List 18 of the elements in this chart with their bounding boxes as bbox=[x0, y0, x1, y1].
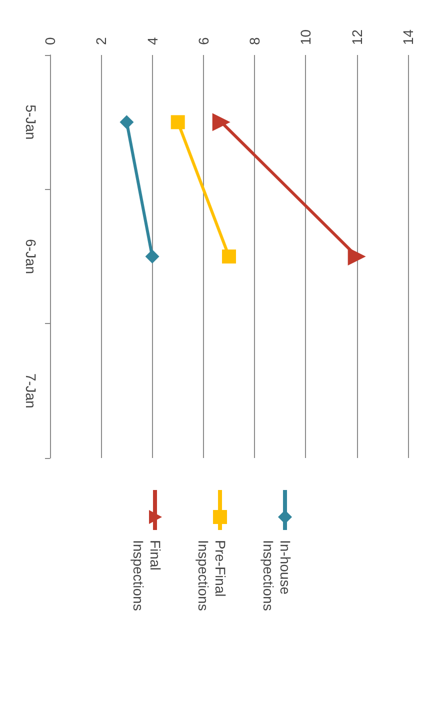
point bbox=[120, 115, 134, 130]
x-tick-label: 12 bbox=[348, 29, 365, 45]
point bbox=[170, 115, 185, 130]
x-tick-label: 0 bbox=[42, 37, 58, 45]
legend-label: In-house Inspections bbox=[260, 540, 294, 611]
x-tick-label: 8 bbox=[246, 37, 263, 45]
y-tick-label: 7-Jan bbox=[23, 373, 39, 408]
legend-label: Pre-Final Inspections bbox=[196, 540, 228, 611]
y-tick-label: 6-Jan bbox=[23, 238, 39, 274]
x-tick-label: 6 bbox=[195, 37, 212, 45]
legend-label: Final Inspections bbox=[130, 540, 164, 611]
x-tick-label: 4 bbox=[144, 37, 160, 45]
x-tick-label: 14 bbox=[400, 29, 416, 45]
point bbox=[145, 250, 160, 264]
point bbox=[222, 250, 236, 264]
x-tick-label: 2 bbox=[93, 37, 110, 45]
y-tick-label: 5-Jan bbox=[23, 104, 39, 140]
x-tick-label: 10 bbox=[298, 29, 314, 45]
